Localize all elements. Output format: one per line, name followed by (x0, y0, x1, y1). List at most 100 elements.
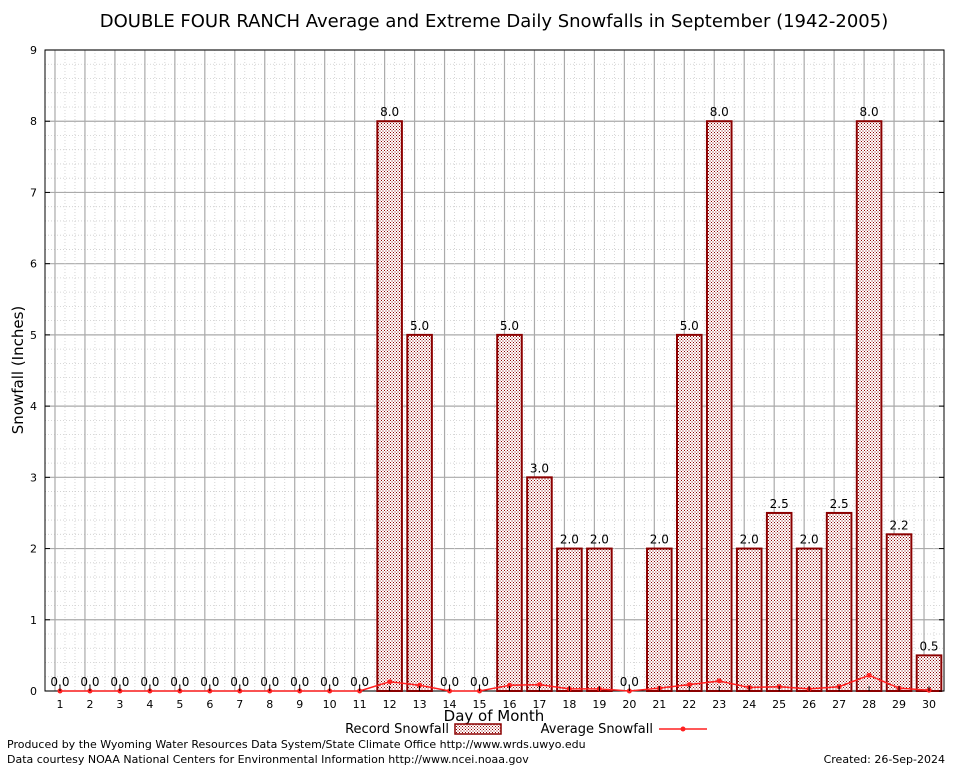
x-tick-label: 7 (236, 698, 243, 711)
y-tick-label: 2 (30, 543, 37, 556)
x-tick-label: 23 (712, 698, 726, 711)
bar (825, 511, 853, 693)
x-tick-label: 5 (176, 698, 183, 711)
bar-value-label: 0.0 (200, 675, 219, 689)
legend-record-label: Record Snowfall (345, 722, 449, 737)
chart-title: DOUBLE FOUR RANCH Average and Extreme Da… (100, 11, 889, 32)
bar-value-label: 8.0 (860, 105, 879, 119)
y-tick-label: 3 (30, 471, 37, 484)
average-point (866, 672, 872, 678)
x-tick-label: 2 (86, 698, 93, 711)
bar (556, 547, 583, 692)
y-tick-label: 0 (30, 685, 37, 698)
x-tick-label: 8 (266, 698, 273, 711)
bar (526, 476, 553, 693)
average-point (716, 678, 722, 684)
bar (376, 120, 403, 692)
x-tick-label: 29 (892, 698, 906, 711)
footer-created: Created: 26-Sep-2024 (824, 753, 945, 766)
y-tick-labels: 0 1 2 3 4 5 6 7 8 9 (30, 44, 944, 698)
bar-value-label: 0.0 (80, 675, 99, 689)
bar-value-label: 0.0 (350, 675, 369, 689)
x-tick-label: 30 (922, 698, 936, 711)
bar (855, 120, 883, 692)
bar-value-label: 8.0 (380, 105, 399, 119)
x-tick-label: 14 (443, 698, 457, 711)
bar-value-label: 2.5 (830, 497, 849, 511)
x-tick-label: 24 (742, 698, 756, 711)
x-tick-label: 13 (413, 698, 427, 711)
bar-value-label: 0.5 (919, 639, 938, 653)
average-point (417, 682, 423, 688)
y-tick-label: 5 (30, 329, 37, 342)
bar (586, 547, 613, 692)
bar-value-labels: 0.0 0.0 0.0 0.0 0.0 0.0 0.0 0.0 0.0 0.0 0.0 8.0 5.0 0… (50, 105, 938, 689)
x-tick-label: 15 (473, 698, 487, 711)
bar-value-label: 2.2 (890, 518, 909, 532)
x-tick-label: 22 (682, 698, 696, 711)
y-tick-label: 8 (30, 115, 37, 128)
bar (765, 511, 793, 693)
x-tick-label: 16 (502, 698, 516, 711)
bar-value-label: 2.0 (650, 533, 669, 547)
bar-value-label: 0.0 (440, 675, 459, 689)
y-tick-label: 1 (30, 614, 37, 627)
bar-value-label: 0.0 (320, 675, 339, 689)
x-tick-label: 21 (652, 698, 666, 711)
average-point (536, 682, 542, 688)
bar (646, 547, 673, 692)
bar-value-label: 2.0 (560, 533, 579, 547)
footer-credit-2: Data courtesy NOAA National Centers for … (7, 753, 529, 766)
bar (705, 120, 733, 692)
legend-record-swatch (454, 723, 502, 735)
legend-average-label: Average Snowfall (541, 722, 653, 737)
bar-value-label: 5.0 (500, 319, 519, 333)
x-tick-label: 26 (802, 698, 816, 711)
bar-value-label: 0.0 (290, 675, 309, 689)
bar-value-label: 5.0 (680, 319, 699, 333)
y-tick-label: 7 (30, 186, 37, 199)
bar-value-label: 8.0 (710, 105, 729, 119)
bar (735, 547, 763, 692)
x-tick-label: 4 (146, 698, 153, 711)
bar-value-label: 0.0 (230, 675, 249, 689)
x-tick-label: 27 (832, 698, 846, 711)
bar-value-label: 2.0 (740, 533, 759, 547)
x-tick-labels: 1 2 3 4 5 6 7 8 9 10 11 12 13 14 15 16 17 18 19 20 21 22 23 24 2… (56, 686, 936, 711)
x-tick-label: 10 (323, 698, 337, 711)
bar-value-label: 0.0 (50, 675, 69, 689)
bar-value-label: 0.0 (170, 675, 189, 689)
x-tick-label: 3 (116, 698, 123, 711)
bar-value-label: 0.0 (260, 675, 279, 689)
bar-value-label: 0.0 (110, 675, 129, 689)
x-tick-label: 11 (353, 698, 367, 711)
x-tick-label: 28 (862, 698, 876, 711)
x-tick-label: 19 (592, 698, 606, 711)
footer-credit-1: Produced by the Wyoming Water Resources … (7, 738, 586, 751)
bar-value-label: 5.0 (410, 319, 429, 333)
x-tick-label: 18 (562, 698, 576, 711)
bar (496, 333, 523, 692)
average-point (387, 679, 393, 685)
bar-value-label: 2.0 (590, 533, 609, 547)
x-tick-label: 25 (772, 698, 786, 711)
y-tick-label: 9 (30, 44, 37, 57)
bar-value-label: 0.0 (620, 675, 639, 689)
legend-average-marker (680, 726, 686, 732)
average-point (686, 682, 692, 688)
y-tick-label: 6 (30, 258, 37, 271)
x-tick-label: 12 (383, 698, 397, 711)
y-axis-title: Snowfall (Inches) (9, 306, 27, 434)
bar (795, 547, 823, 692)
legend: Record Snowfall Average Snowfall (345, 722, 707, 737)
bar (915, 654, 943, 693)
x-tick-label: 17 (532, 698, 546, 711)
bar (885, 533, 913, 692)
average-point (506, 682, 512, 688)
average-line-path (59, 674, 930, 692)
x-tick-label: 20 (622, 698, 636, 711)
x-tick-label: 1 (56, 698, 63, 711)
bar-value-label: 3.0 (530, 461, 549, 475)
bar-value-label: 0.0 (470, 675, 489, 689)
